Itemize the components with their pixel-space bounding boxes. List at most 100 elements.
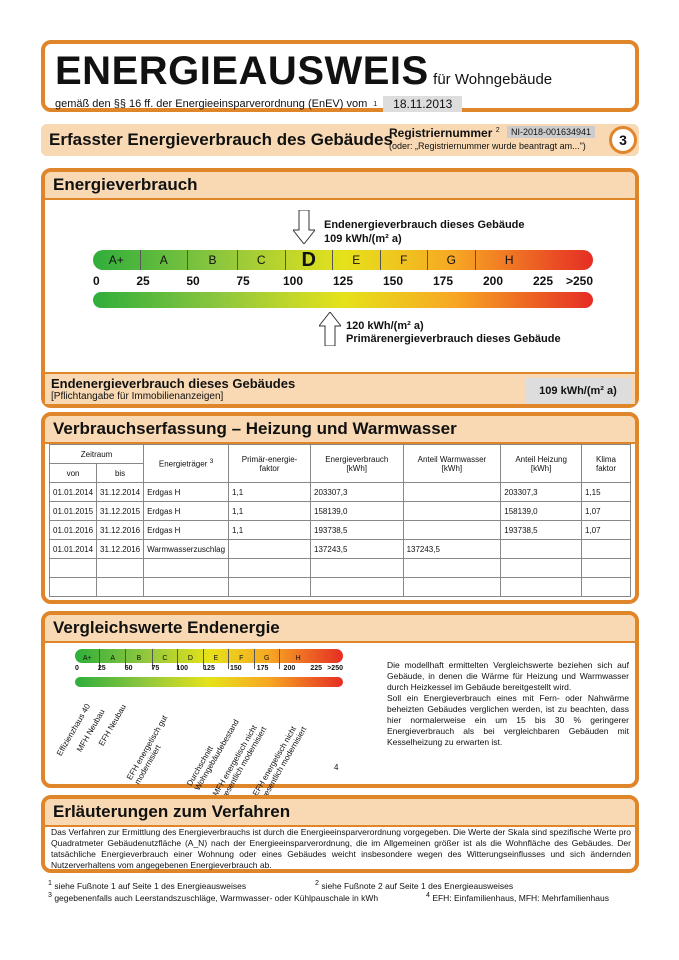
col-energieverbrauch: Energieverbrauch [kWh] (310, 444, 404, 483)
scale-tick: 0 (93, 274, 100, 288)
consumption-box: Verbrauchserfassung – Heizung und Warmwa… (41, 412, 639, 604)
col-klimafaktor: Klima faktor (581, 444, 631, 483)
explanation-box: Erläuterungen zum Verfahren Das Verfahre… (41, 795, 639, 873)
scale-tick: 50 (186, 274, 200, 288)
table-cell (402, 501, 502, 521)
energy-class-h: H (504, 253, 514, 267)
registry-label: Registriernummer 2 (389, 126, 500, 140)
table-cell: Erdgas H (143, 482, 230, 502)
col-anteil-heizung: Anteil Heizung [kWh] (500, 444, 582, 483)
table-cell: 193738,5 (500, 520, 582, 540)
comparison-text: Die modellhaft ermittelten Vergleichswer… (387, 660, 629, 747)
energy-class-f: F (229, 649, 255, 669)
scale-tick: 200 (283, 665, 296, 672)
primary-energy-value: 120 kWh/(m² a) (346, 320, 424, 332)
table-cell: 1,07 (581, 520, 631, 540)
footnote-ref-4: 4 (334, 763, 339, 772)
table-row: 01.01.2014 31.12.2016 Warmwasserzuschlag 13… (48, 539, 631, 559)
table-cell (402, 482, 502, 502)
consumption-heading: Verbrauchserfassung – Heizung und Warmwa… (45, 416, 635, 444)
table-cell: 1,1 (228, 482, 312, 502)
table-cell (96, 558, 145, 578)
table-cell (228, 539, 312, 559)
table-cell: 158139,0 (500, 501, 582, 521)
table-cell (402, 520, 502, 540)
scale-tick: 125 (332, 274, 354, 288)
table-cell (310, 577, 404, 597)
table-cell (581, 558, 631, 578)
energy-class-c: C (153, 649, 179, 669)
table-cell (581, 577, 631, 597)
table-cell: 137243,5 (402, 539, 502, 559)
scale-tick: >250 (327, 665, 343, 672)
table-cell (228, 558, 312, 578)
energy-consumption-box: Energieverbrauch Endenergieverbrauch die… (41, 168, 639, 408)
table-cell: 01.01.2014 (48, 482, 98, 502)
table-row (48, 558, 631, 578)
footnote-4: 4 EFH: Einfamilienhaus, MFH: Mehrfamilie… (426, 891, 609, 903)
table-cell: Erdgas H (143, 520, 230, 540)
col-bis: bis (96, 463, 145, 483)
table-cell: 31.12.2015 (96, 501, 145, 521)
scale-tick: 150 (382, 274, 404, 288)
reference-label: EFH energetisch gut modernisiert (125, 713, 170, 786)
energy-class-h: H (295, 655, 301, 662)
col-energietraeger: Energieträger 3 (143, 444, 230, 483)
scale-tick: 225 (532, 274, 554, 288)
scale-tick: 0 (75, 665, 79, 672)
registry-note: (oder: „Registriernummer wurde beantragt… (389, 141, 586, 151)
table-cell: 1,07 (581, 501, 631, 521)
scale-tick: 100 (282, 274, 304, 288)
explanation-text: Das Verfahren zur Ermittlung des Energie… (51, 827, 631, 870)
end-energy-footer-value: 109 kWh/(m² a) (525, 378, 631, 404)
table-cell: 31.12.2016 (96, 539, 145, 559)
scale-tick: 175 (432, 274, 454, 288)
energy-class-b: B (126, 649, 153, 669)
table-row: 01.01.2015 31.12.2015 Erdgas H 1,1 158139,0 1… (48, 501, 631, 521)
col-zeitraum: Zeitraum (48, 444, 145, 464)
energy-class-aplus: A+ (93, 250, 141, 270)
scale-tick: 175 (256, 665, 269, 672)
table-cell (143, 558, 230, 578)
end-energy-arrow-icon (293, 210, 315, 244)
scale-tick: 75 (236, 274, 250, 288)
comparison-heading: Vergleichswerte Endenergie (45, 615, 635, 643)
legal-basis: gemäß den §§ 16 ff. der Energieeinsparve… (55, 98, 368, 110)
registry-number: NI-2018-001634941 (507, 126, 596, 138)
energy-class-b: B (188, 250, 238, 270)
scale-tick: 200 (482, 274, 504, 288)
explanation-heading: Erläuterungen zum Verfahren (45, 799, 635, 827)
col-anteil-warmwasser: Anteil Warmwasser [kWh] (402, 444, 502, 483)
table-cell: 203307,3 (310, 482, 404, 502)
page-number: 3 (609, 126, 637, 154)
scale-tick: 25 (97, 665, 106, 672)
table-cell: 01.01.2014 (48, 539, 98, 559)
table-cell (143, 577, 230, 597)
comparison-gradient-bar (75, 677, 343, 687)
scale-tick: 75 (151, 665, 160, 672)
table-cell (48, 577, 98, 597)
table-cell (581, 539, 631, 559)
document-subtitle: für Wohngebäude (433, 71, 553, 88)
scale-tick: 100 (176, 665, 189, 672)
table-cell (402, 558, 502, 578)
table-cell: 1,15 (581, 482, 631, 502)
footnote-ref-1: 1 (373, 100, 378, 108)
primary-energy-label: Primärenergieverbrauch dieses Gebäude (346, 333, 561, 345)
header-box: ENERGIEAUSWEIS für Wohngebäude gemäß den… (41, 40, 639, 112)
scale-gradient-bar (93, 292, 593, 308)
table-row: 01.01.2014 31.12.2014 Erdgas H 1,1 203307,3 2… (48, 482, 631, 502)
consumption-table: Zeitraum Energieträger 3 Primär-energie-… (48, 444, 631, 597)
end-energy-label: Endenergieverbrauch dieses Gebäude (324, 219, 525, 231)
scale-tick: 150 (229, 665, 242, 672)
end-energy-value: 109 kWh/(m² a) (324, 233, 402, 245)
table-cell (500, 577, 582, 597)
table-cell: 01.01.2016 (48, 520, 98, 540)
col-von: von (48, 463, 98, 483)
col-primaerfaktor: Primär-energie-faktor (228, 444, 312, 483)
end-energy-footer-label: Endenergieverbrauch dieses Gebäudes (51, 376, 296, 391)
table-cell (402, 577, 502, 597)
scale-tick: 125 (203, 665, 215, 672)
table-cell (48, 558, 98, 578)
energy-class-f: F (381, 250, 428, 270)
